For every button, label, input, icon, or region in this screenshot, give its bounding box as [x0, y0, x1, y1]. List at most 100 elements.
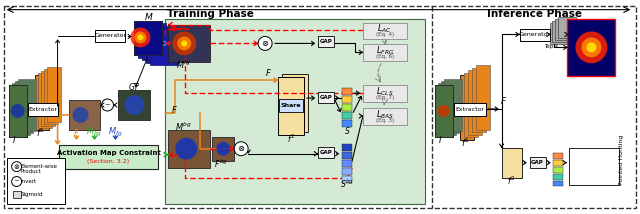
Text: Pointed Hunting: Pointed Hunting [619, 134, 624, 185]
Bar [342, 168, 352, 175]
Text: (Section. 3.2): (Section. 3.2) [88, 159, 129, 164]
Circle shape [181, 40, 188, 46]
Bar [13, 192, 20, 198]
Circle shape [216, 142, 230, 156]
Bar [95, 30, 125, 42]
Text: $S^{bg}$: $S^{bg}$ [340, 177, 354, 190]
Polygon shape [18, 79, 36, 131]
Circle shape [258, 36, 272, 50]
Circle shape [72, 107, 88, 123]
Text: GT: GT [129, 83, 140, 92]
Bar [147, 28, 174, 63]
Bar [342, 112, 352, 119]
Text: $L_{FRG}$: $L_{FRG}$ [376, 45, 394, 57]
Polygon shape [441, 81, 459, 133]
Bar [570, 148, 620, 186]
Text: $f^2$: $f^2$ [287, 133, 295, 145]
Bar [142, 25, 170, 60]
Bar [168, 130, 210, 168]
Polygon shape [444, 79, 461, 131]
Text: ~: ~ [104, 102, 110, 108]
Bar [342, 88, 352, 95]
Text: $M_{fg}$: $M_{fg}$ [108, 126, 123, 139]
Bar [279, 99, 303, 112]
Circle shape [234, 142, 248, 156]
Bar [318, 36, 334, 47]
Polygon shape [47, 67, 61, 122]
Bar [342, 120, 352, 127]
Circle shape [175, 138, 197, 160]
Bar [502, 148, 522, 178]
Bar [342, 104, 352, 111]
Text: GAP: GAP [319, 39, 332, 45]
Bar [572, 148, 621, 183]
Bar [134, 21, 163, 55]
Text: $L_{AC}$: $L_{AC}$ [378, 23, 392, 35]
Bar [278, 77, 304, 135]
Text: Extractor: Extractor [455, 107, 484, 112]
Bar [550, 22, 568, 45]
Text: (Eq. 7): (Eq. 7) [376, 95, 394, 100]
Bar [342, 160, 352, 167]
Text: Product: Product [20, 169, 42, 174]
Text: $F^{bg}$: $F^{bg}$ [214, 158, 228, 170]
Polygon shape [435, 85, 452, 137]
Text: Inference Phase: Inference Phase [487, 9, 582, 19]
Circle shape [138, 34, 143, 40]
Bar [568, 19, 615, 76]
Bar [134, 21, 163, 55]
Text: $F$: $F$ [73, 127, 80, 138]
Bar [554, 160, 563, 166]
Text: Sigmoid: Sigmoid [20, 192, 43, 197]
Text: Share: Share [281, 103, 301, 108]
Circle shape [134, 31, 147, 43]
Bar [318, 92, 334, 103]
Bar [435, 85, 452, 137]
Circle shape [124, 95, 145, 115]
Polygon shape [44, 69, 58, 124]
Bar [568, 19, 615, 76]
Bar [520, 28, 550, 42]
Bar [559, 17, 577, 39]
Circle shape [12, 162, 22, 172]
Text: ~: ~ [13, 178, 20, 184]
Text: (Eq. 3): (Eq. 3) [376, 118, 394, 123]
Bar [554, 153, 563, 159]
Bar [363, 108, 407, 125]
Polygon shape [464, 73, 477, 137]
Polygon shape [460, 75, 474, 140]
Bar [556, 19, 573, 40]
Bar [28, 103, 58, 116]
Circle shape [12, 177, 22, 186]
Bar [552, 21, 570, 42]
Circle shape [586, 42, 596, 52]
Bar [342, 144, 352, 151]
Polygon shape [40, 71, 54, 126]
Bar [59, 145, 158, 169]
Polygon shape [38, 73, 52, 128]
Polygon shape [35, 75, 49, 130]
Text: $f^1$: $f^1$ [36, 127, 45, 139]
Bar [554, 174, 563, 180]
Text: $\otimes$: $\otimes$ [237, 144, 245, 153]
Text: Extractor: Extractor [28, 107, 57, 112]
Polygon shape [468, 70, 482, 135]
Bar [138, 23, 166, 58]
Bar [168, 25, 210, 62]
Circle shape [11, 104, 25, 118]
Circle shape [438, 105, 450, 117]
Bar [363, 85, 407, 102]
Text: $f^2$: $f^2$ [508, 174, 516, 187]
Bar [554, 167, 563, 172]
Text: Generator: Generator [518, 33, 550, 37]
Text: $S$: $S$ [344, 125, 350, 136]
Bar [363, 22, 407, 39]
Bar [342, 152, 352, 159]
Bar [6, 158, 65, 204]
Text: $M^{bg}$: $M^{bg}$ [175, 121, 192, 133]
Bar [342, 96, 352, 103]
Text: $I$: $I$ [12, 134, 16, 145]
Bar [454, 103, 486, 116]
Bar [529, 157, 545, 168]
Polygon shape [438, 83, 456, 135]
